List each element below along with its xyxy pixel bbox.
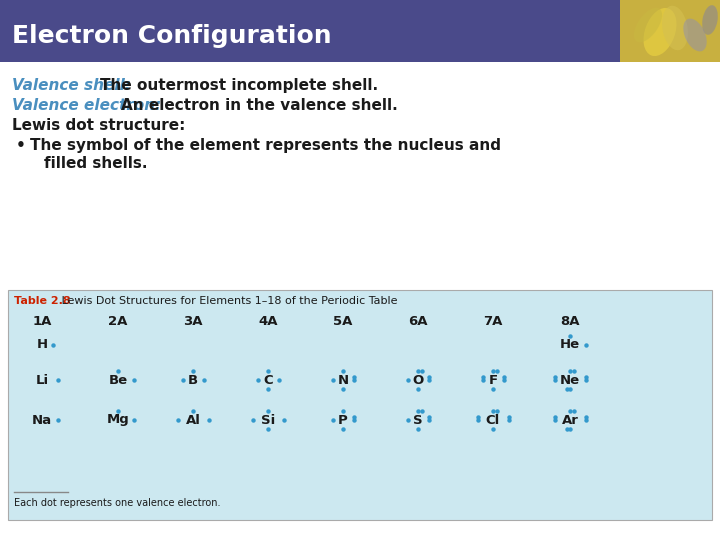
Text: filled shells.: filled shells. bbox=[44, 156, 148, 171]
Text: The outermost incomplete shell.: The outermost incomplete shell. bbox=[100, 78, 378, 93]
Text: 2A: 2A bbox=[108, 315, 127, 328]
Text: 1A: 1A bbox=[32, 315, 52, 328]
Text: Mg: Mg bbox=[107, 414, 130, 427]
Ellipse shape bbox=[683, 18, 707, 51]
Text: B: B bbox=[188, 374, 198, 387]
Text: Table 2.8: Table 2.8 bbox=[14, 296, 71, 306]
Text: F: F bbox=[488, 374, 498, 387]
Text: Valence electron:: Valence electron: bbox=[12, 98, 161, 113]
Text: N: N bbox=[338, 374, 348, 387]
Text: 6A: 6A bbox=[408, 315, 428, 328]
Text: An electron in the valence shell.: An electron in the valence shell. bbox=[121, 98, 397, 113]
FancyBboxPatch shape bbox=[8, 290, 712, 520]
FancyBboxPatch shape bbox=[620, 0, 720, 62]
Text: P: P bbox=[338, 414, 348, 427]
Text: Valence shell:: Valence shell: bbox=[12, 78, 131, 93]
Text: C: C bbox=[264, 374, 273, 387]
Text: 3A: 3A bbox=[184, 315, 203, 328]
FancyBboxPatch shape bbox=[0, 0, 720, 62]
Text: Ne: Ne bbox=[560, 374, 580, 387]
Text: Na: Na bbox=[32, 414, 52, 427]
Text: 5A: 5A bbox=[333, 315, 353, 328]
Text: 4A: 4A bbox=[258, 315, 278, 328]
Text: Lewis dot structure:: Lewis dot structure: bbox=[12, 118, 185, 133]
Text: Electron Configuration: Electron Configuration bbox=[12, 24, 332, 48]
Text: •: • bbox=[16, 138, 26, 153]
Text: S: S bbox=[413, 414, 423, 427]
Text: Each dot represents one valence electron.: Each dot represents one valence electron… bbox=[14, 498, 220, 508]
Ellipse shape bbox=[644, 8, 677, 56]
Text: Ar: Ar bbox=[562, 414, 578, 427]
Text: The symbol of the element represents the nucleus and: The symbol of the element represents the… bbox=[30, 138, 501, 153]
Ellipse shape bbox=[634, 8, 662, 42]
Ellipse shape bbox=[662, 6, 688, 50]
Text: O: O bbox=[413, 374, 423, 387]
Text: Cl: Cl bbox=[486, 414, 500, 427]
Text: Si: Si bbox=[261, 414, 275, 427]
Text: Lewis Dot Structures for Elements 1–18 of the Periodic Table: Lewis Dot Structures for Elements 1–18 o… bbox=[58, 296, 397, 306]
Text: Li: Li bbox=[35, 374, 48, 387]
Ellipse shape bbox=[702, 5, 718, 35]
Text: Be: Be bbox=[109, 374, 127, 387]
Text: 8A: 8A bbox=[560, 315, 580, 328]
Text: H: H bbox=[37, 339, 48, 352]
Text: 7A: 7A bbox=[483, 315, 503, 328]
Text: He: He bbox=[560, 339, 580, 352]
Text: Al: Al bbox=[186, 414, 200, 427]
